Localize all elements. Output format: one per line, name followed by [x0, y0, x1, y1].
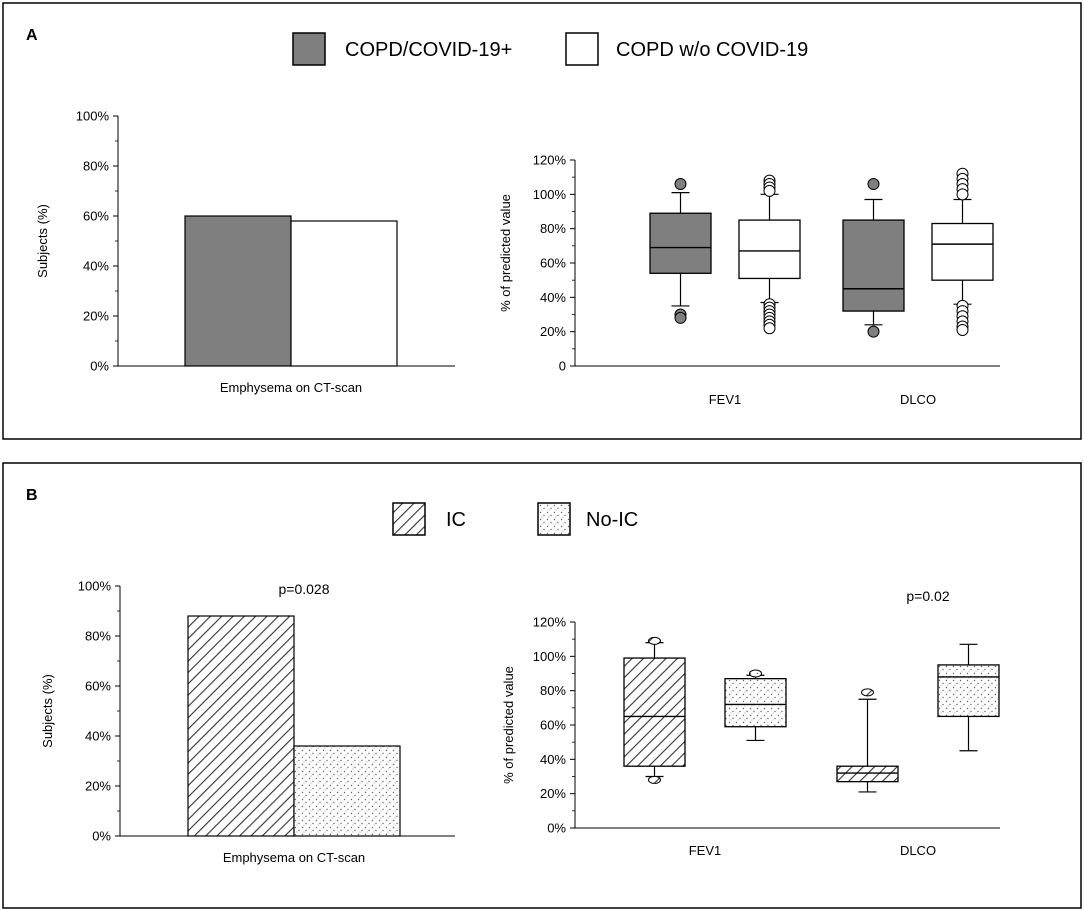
b-box-box-no-ic-fev1-iqr: [724, 678, 787, 728]
a-box-ytick-label: 40%: [540, 290, 566, 305]
a-box-ylabel: % of predicted value: [498, 194, 513, 312]
a-box-box-copd-covid-19-dlco-outlier: [867, 178, 880, 191]
a-box-box-copd-w-o-covid-19-fev1-outlier: [763, 322, 776, 335]
b-box-box-ic-fev1-iqr: [623, 657, 686, 767]
charts-layer: 0% 20% 40% 60% 80% 100% Subjects (%) Emphysema …: [35, 109, 1000, 865]
legend-swatch-copd-no-covid: [565, 32, 599, 66]
legend-label-copd-covid: COPD/COVID-19+: [345, 39, 512, 61]
a-box-box-copd-w-o-covid-19-dlco-outlier: [956, 188, 969, 201]
a-box-ytick-label: 0: [559, 359, 566, 374]
a-bar-ytick-label: 80%: [83, 159, 109, 174]
panel-b-frame: [2, 462, 1082, 909]
a-box-box-copd-w-o-covid-19-fev1-iqr: [738, 219, 801, 280]
a-bar-ytick-label: 100%: [76, 109, 110, 124]
a-bar-ytick-label: 60%: [83, 209, 109, 224]
a-bar-ytick-label: 0%: [90, 359, 109, 374]
b-box-box-no-ic-fev1-outlier: [749, 669, 762, 678]
panel-a-frame: [2, 2, 1082, 440]
b-box-ytick-label: 40%: [540, 752, 566, 767]
legend-label-ic: IC: [446, 509, 466, 531]
panel-b-label: B: [26, 487, 38, 504]
a-box-box-copd-covid-19-fev1-iqr: [649, 212, 712, 274]
b-bar-ytick-label: 100%: [78, 579, 112, 594]
b-bar-annotation: p=0.028: [279, 581, 330, 597]
a-box-ytick-label: 20%: [540, 324, 566, 339]
a-box-box-copd-w-o-covid-19-dlco-iqr: [931, 222, 994, 281]
a-box-ytick-label: 80%: [540, 221, 566, 236]
a-box-box-copd-covid-19-dlco-outlier: [867, 325, 880, 338]
b-box-ytick-label: 60%: [540, 718, 566, 733]
b-box-box-ic-fev1-outlier: [648, 775, 661, 784]
b-box-ytick-label: 120%: [533, 615, 567, 630]
b-box-box-ic-dlco-iqr: [836, 765, 899, 783]
b-box-ytick-label: 0%: [547, 821, 566, 836]
legend-swatch-ic: [392, 502, 426, 536]
a-box-category-label: DLCO: [900, 392, 936, 407]
b-bar-ytick-label: 40%: [85, 729, 111, 744]
legend-swatch-no-ic: [537, 502, 571, 536]
b-box-ytick-label: 20%: [540, 786, 566, 801]
a-bar-ytick-label: 40%: [83, 259, 109, 274]
b-bar-ytick-label: 0%: [92, 829, 111, 844]
a-box-box-copd-covid-19-fev1-outlier: [674, 311, 687, 324]
a-bar-category-label: Emphysema on CT-scan: [220, 380, 362, 395]
legend-label-copd-no-covid: COPD w/o COVID-19: [616, 39, 808, 61]
a-box-box-copd-w-o-covid-19-dlco-outlier: [956, 323, 969, 336]
a-bar-bar-copd-w-o-covid-19: [290, 220, 398, 367]
b-box-category-label: FEV1: [689, 843, 722, 858]
a-box-box-copd-covid-19-dlco-iqr: [842, 219, 905, 312]
b-box-annotation: p=0.02: [906, 588, 949, 604]
legend-label-no-ic: No-IC: [586, 509, 638, 531]
b-box-box-no-ic-dlco-iqr: [937, 664, 1000, 718]
a-bar-ytick-label: 20%: [83, 309, 109, 324]
b-box-ylabel: % of predicted value: [501, 666, 516, 784]
b-bar-ylabel: Subjects (%): [40, 674, 55, 748]
b-box-ytick-label: 80%: [540, 683, 566, 698]
a-box-box-copd-w-o-covid-19-fev1-outlier: [763, 184, 776, 197]
b-bar-category-label: Emphysema on CT-scan: [223, 850, 365, 865]
a-box-ytick-label: 100%: [533, 187, 567, 202]
b-box-ytick-label: 100%: [533, 649, 567, 664]
a-bar-ylabel: Subjects (%): [35, 204, 50, 278]
a-bar-bar-copd-covid-19: [184, 215, 292, 367]
a-box-box-copd-covid-19-fev1-outlier: [674, 178, 687, 191]
legend-swatch-copd-covid: [292, 32, 326, 66]
b-bar-ytick-label: 20%: [85, 779, 111, 794]
b-box-box-ic-dlco-outlier: [861, 688, 874, 697]
a-box-category-label: FEV1: [709, 392, 742, 407]
b-bar-bar-ic: [187, 615, 295, 837]
b-box-category-label: DLCO: [900, 843, 936, 858]
b-bar-ytick-label: 80%: [85, 629, 111, 644]
panel-a-label: A: [26, 27, 38, 44]
a-box-ytick-label: 60%: [540, 256, 566, 271]
b-bar-ytick-label: 60%: [85, 679, 111, 694]
b-bar-bar-no-ic: [293, 745, 401, 837]
a-box-ytick-label: 120%: [533, 153, 567, 168]
b-box-box-ic-fev1-outlier: [648, 636, 661, 645]
